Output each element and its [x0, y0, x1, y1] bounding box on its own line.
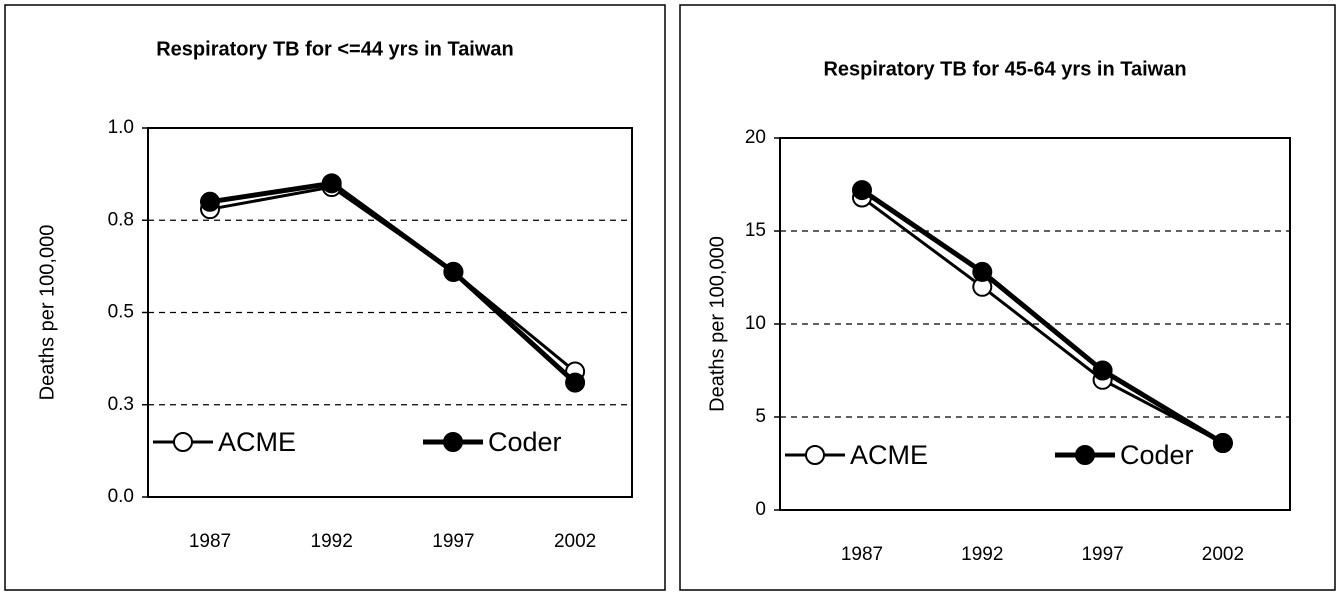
y-tick-label: 1.0 — [108, 117, 134, 138]
x-tick-label: 2002 — [1202, 544, 1244, 565]
chart-title: Respiratory TB for 45-64 yrs in Taiwan — [823, 58, 1186, 80]
x-tick-label: 1997 — [1081, 544, 1123, 565]
legend-marker — [173, 432, 193, 452]
y-tick-label: 15 — [745, 220, 766, 241]
data-point — [852, 180, 872, 201]
data-point — [321, 173, 342, 194]
y-tick-label: 0.8 — [108, 209, 134, 230]
chart-title: Respiratory TB for <=44 yrs in Taiwan — [156, 38, 514, 60]
x-tick-label: 1992 — [311, 531, 353, 552]
legend-marker — [1075, 445, 1095, 465]
data-point — [565, 372, 586, 393]
plot-frame — [147, 127, 633, 498]
series-line — [209, 180, 577, 385]
panel-border — [4, 4, 666, 591]
x-tick-label: 1992 — [961, 544, 1003, 565]
series-line — [860, 188, 1225, 446]
y-tick-label: 0.0 — [108, 486, 134, 507]
legend-label: Coder — [1120, 440, 1194, 470]
series-line — [861, 196, 1224, 445]
legend-label: ACME — [218, 427, 296, 457]
x-tick-label: 2002 — [554, 531, 596, 552]
data-point — [1212, 433, 1233, 454]
panel-border — [679, 4, 1336, 591]
y-tick-label: 0 — [755, 499, 766, 520]
data-point — [443, 261, 464, 282]
series-line — [209, 185, 577, 373]
x-tick-label: 1987 — [189, 531, 231, 552]
data-point — [972, 261, 993, 282]
y-axis-label: Deaths per 100,000 — [706, 236, 728, 412]
x-tick-label: 1987 — [841, 544, 883, 565]
y-axis-label: Deaths per 100,000 — [36, 225, 58, 401]
data-point — [1092, 360, 1113, 381]
y-tick-label: 5 — [755, 406, 766, 427]
data-point — [200, 191, 220, 212]
x-tick-label: 1997 — [432, 531, 474, 552]
legend-label: ACME — [850, 440, 928, 470]
legend-marker — [443, 432, 463, 452]
plot-frame — [779, 137, 1291, 511]
y-tick-label: 10 — [745, 313, 766, 334]
y-tick-label: 20 — [745, 127, 766, 148]
legend-label: Coder — [488, 427, 562, 457]
legend-marker — [805, 445, 825, 465]
y-tick-label: 0.5 — [108, 302, 134, 323]
y-tick-label: 0.3 — [108, 394, 134, 415]
